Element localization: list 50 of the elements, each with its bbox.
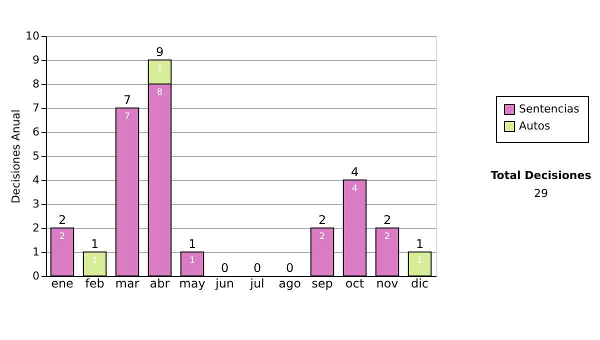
y-tick-label: 5 bbox=[32, 150, 40, 162]
data-label: 8 bbox=[156, 88, 163, 98]
y-tick-label: 8 bbox=[32, 78, 40, 90]
text: 29 bbox=[534, 187, 548, 200]
y-tick-label: 1 bbox=[32, 246, 40, 258]
y-tick-label: 7 bbox=[32, 102, 40, 114]
y-tick-label: 3 bbox=[32, 198, 40, 210]
data-label: 1 bbox=[156, 64, 163, 74]
legend-label: Sentencias bbox=[519, 102, 580, 116]
x-tick-label: jul bbox=[249, 276, 264, 290]
x-tick-label: ago bbox=[278, 276, 301, 290]
legend-label: Autos bbox=[519, 120, 551, 132]
total-label: 2 bbox=[58, 213, 66, 227]
total-label: 1 bbox=[416, 237, 424, 251]
y-tick-label: 9 bbox=[32, 54, 40, 66]
total-label: 0 bbox=[286, 261, 294, 275]
data-label: 1 bbox=[416, 256, 423, 266]
data-label: 4 bbox=[352, 184, 358, 194]
total-label: 2 bbox=[383, 213, 392, 227]
data-label: 1 bbox=[92, 256, 98, 266]
x-tick-label: abr bbox=[150, 276, 170, 290]
x-tick-label: jun bbox=[214, 276, 234, 290]
y-axis-title: Decisiones Anual bbox=[10, 109, 23, 204]
data-label: 2 bbox=[319, 232, 326, 242]
total-label: 7 bbox=[123, 93, 132, 107]
x-tick-label: sep bbox=[312, 276, 333, 290]
data-label: 7 bbox=[124, 112, 130, 122]
total-label: 1 bbox=[90, 237, 99, 251]
x-tick-label: oct bbox=[345, 276, 364, 290]
total-label: 2 bbox=[318, 213, 326, 227]
x-tick-label: nov bbox=[376, 276, 398, 290]
y-tick-label: 6 bbox=[32, 126, 40, 138]
total-label: 0 bbox=[253, 261, 262, 275]
x-tick-label: dic bbox=[410, 276, 429, 290]
data-label: 2 bbox=[384, 232, 390, 242]
data-label: 1 bbox=[189, 256, 196, 266]
total-label: 4 bbox=[350, 165, 359, 179]
data-label: 2 bbox=[59, 232, 66, 242]
x-tick-label: mar bbox=[115, 276, 140, 290]
total-label: 0 bbox=[220, 261, 229, 275]
total-label: 1 bbox=[188, 237, 196, 251]
text: Total Decisiones bbox=[490, 169, 592, 182]
y-tick-label: 2 bbox=[32, 222, 40, 234]
y-tick-label: 0 bbox=[32, 270, 40, 282]
y-tick-label: 4 bbox=[32, 174, 40, 186]
y-tick-label: 10 bbox=[26, 30, 40, 42]
x-tick-label: ene bbox=[51, 276, 74, 290]
total-label: 9 bbox=[156, 45, 164, 59]
x-tick-label: may bbox=[179, 276, 206, 290]
x-tick-label: feb bbox=[85, 276, 104, 290]
